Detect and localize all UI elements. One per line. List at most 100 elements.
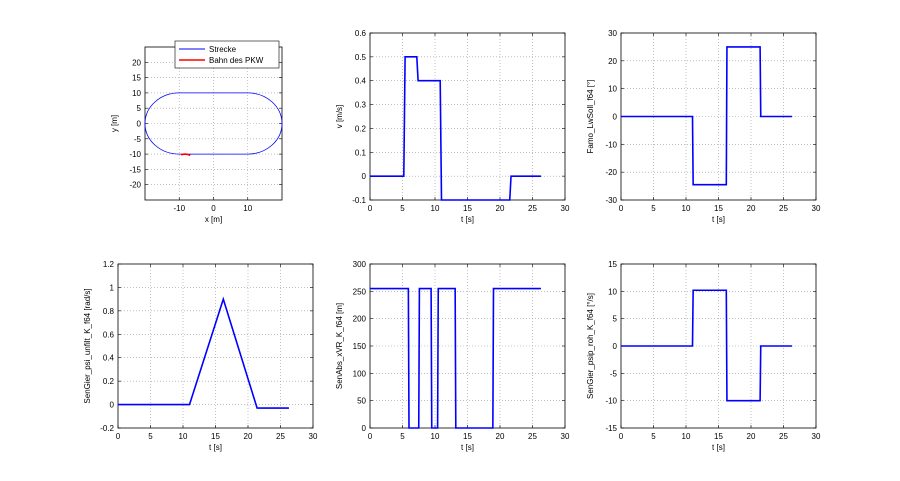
subplot-2: 0 5 10 15 20 25 30-0.100.10.20.30.40.50.6t [s]… xyxy=(335,29,570,224)
y-tick-label: 10 xyxy=(132,89,141,98)
x-tick-label: 0 xyxy=(368,204,373,213)
y-tick-label: 100 xyxy=(353,369,367,378)
x-tick-label: 20 xyxy=(244,432,253,441)
y-tick-label: 0 xyxy=(362,424,367,433)
x-tick-label: 10 xyxy=(682,432,691,441)
y-tick-label: 50 xyxy=(357,397,366,406)
subplot-3: 0 5 10 15 20 25 30 -30 -20 -10 0 10 20 30 t [s] Famo_Lw… xyxy=(586,29,821,224)
x-axis-label: t [s] xyxy=(461,443,474,452)
y-tick-label: 0 xyxy=(137,120,142,129)
y-tick-label: 0.6 xyxy=(103,330,115,339)
x-tick-label: 10 xyxy=(431,432,440,441)
x-tick-label: 20 xyxy=(747,432,756,441)
y-tick-label: -15 xyxy=(605,424,617,433)
y-tick-label: 0.4 xyxy=(355,77,367,86)
x-tick-label: 15 xyxy=(463,204,472,213)
x-axis-label: x [m] xyxy=(205,215,222,224)
x-tick-label: 0 xyxy=(368,432,373,441)
y-axis-label: SenAbs_xVR_K_f64 [m] xyxy=(335,303,344,389)
y-axis-label: SenGier_psi_unfilt_K_f64 [rad/s] xyxy=(83,288,92,403)
y-axis-label: Famo_LwSoll_f64 [°] xyxy=(586,80,595,154)
x-tick-label: 15 xyxy=(463,432,472,441)
x-axis-label: t [s] xyxy=(209,443,222,452)
y-tick-label: 0 xyxy=(362,172,367,181)
x-tick-label: 5 xyxy=(651,204,656,213)
subplot-4: 0 5 10 15 20 25 30-0.200.20.40.60.811.2t [s]Se… xyxy=(83,260,318,452)
y-tick-label: 15 xyxy=(132,74,141,83)
x-axis-label: t [s] xyxy=(461,215,474,224)
y-tick-label: 15 xyxy=(608,260,617,269)
y-tick-label: 30 xyxy=(608,29,617,38)
y-axis-label: v [m/s] xyxy=(335,105,344,129)
x-tick-label: 30 xyxy=(561,432,570,441)
x-tick-label: 0 xyxy=(619,204,624,213)
y-tick-label: 1 xyxy=(110,283,115,292)
x-tick-label: 25 xyxy=(276,432,285,441)
x-tick-label: 10 xyxy=(682,204,691,213)
y-tick-label: -10 xyxy=(605,140,617,149)
series-line xyxy=(118,296,289,409)
legend-entry: Strecke xyxy=(209,45,237,54)
x-tick-label: 30 xyxy=(309,432,318,441)
series-line xyxy=(370,287,541,429)
axes-frame xyxy=(144,46,283,201)
x-tick-label: 5 xyxy=(400,432,405,441)
series-line xyxy=(621,46,792,186)
subplot-6: 0 5 10 15 20 25 30 -15 -10 -5 0 5 10 15 t [s] SenGier_p… xyxy=(586,260,821,452)
x-tick-label: 0 xyxy=(211,204,216,213)
y-tick-label: -0.1 xyxy=(352,196,366,205)
x-tick-label: 15 xyxy=(714,432,723,441)
y-tick-label: 5 xyxy=(613,315,618,324)
y-tick-label: 200 xyxy=(353,315,367,324)
series-line xyxy=(370,56,541,201)
series-strecke xyxy=(144,92,283,155)
x-tick-label: 10 xyxy=(243,204,252,213)
y-tick-label: 0 xyxy=(613,113,618,122)
y-tick-label: -20 xyxy=(605,168,617,177)
legend-entry: Bahn des PKW xyxy=(209,56,264,65)
y-tick-label: 20 xyxy=(132,58,141,67)
x-tick-label: 15 xyxy=(211,432,220,441)
y-tick-label: -5 xyxy=(610,369,618,378)
y-tick-label: -30 xyxy=(605,196,617,205)
y-tick-label: 0.4 xyxy=(103,354,115,363)
y-tick-label: 0.2 xyxy=(355,124,367,133)
y-tick-label: 0.8 xyxy=(103,307,115,316)
y-tick-label: 0.2 xyxy=(103,377,115,386)
legend: Strecke Bahn des PKW xyxy=(174,40,280,69)
x-tick-label: 20 xyxy=(496,432,505,441)
y-tick-label: -10 xyxy=(605,397,617,406)
y-tick-label: 0.3 xyxy=(355,101,367,110)
x-tick-label: 25 xyxy=(528,432,537,441)
x-tick-label: -10 xyxy=(173,204,185,213)
y-tick-label: 0.1 xyxy=(355,148,367,157)
x-tick-label: 20 xyxy=(747,204,756,213)
y-axis-label: SenGier_psip_roh_K_f64 [°/s] xyxy=(586,293,595,399)
y-tick-label: 10 xyxy=(608,85,617,94)
subplot-1: -10 0 10 -20 -15 -10 -5 0 5 10 15 20 x [m] y [m] Strec… xyxy=(110,40,283,224)
y-tick-label: 10 xyxy=(608,287,617,296)
x-tick-label: 5 xyxy=(148,432,153,441)
x-tick-label: 5 xyxy=(400,204,405,213)
y-tick-label: -0.2 xyxy=(100,424,114,433)
x-axis-label: t [s] xyxy=(712,443,725,452)
y-tick-label: 300 xyxy=(353,260,367,269)
x-tick-label: 10 xyxy=(431,204,440,213)
y-axis-label: y [m] xyxy=(110,115,119,132)
series-line xyxy=(180,153,191,157)
y-tick-label: 0 xyxy=(613,342,618,351)
y-tick-label: 20 xyxy=(608,57,617,66)
x-tick-label: 20 xyxy=(496,204,505,213)
y-tick-label: 1.2 xyxy=(103,260,115,269)
y-tick-label: 0 xyxy=(110,401,115,410)
legend-box xyxy=(174,40,280,69)
x-tick-label: 25 xyxy=(528,204,537,213)
x-tick-label: 5 xyxy=(651,432,656,441)
y-tick-label: 0.6 xyxy=(355,29,367,38)
y-tick-label: -5 xyxy=(134,135,142,144)
y-tick-label: -20 xyxy=(129,181,141,190)
x-tick-label: 0 xyxy=(116,432,121,441)
x-tick-label: 25 xyxy=(779,432,788,441)
